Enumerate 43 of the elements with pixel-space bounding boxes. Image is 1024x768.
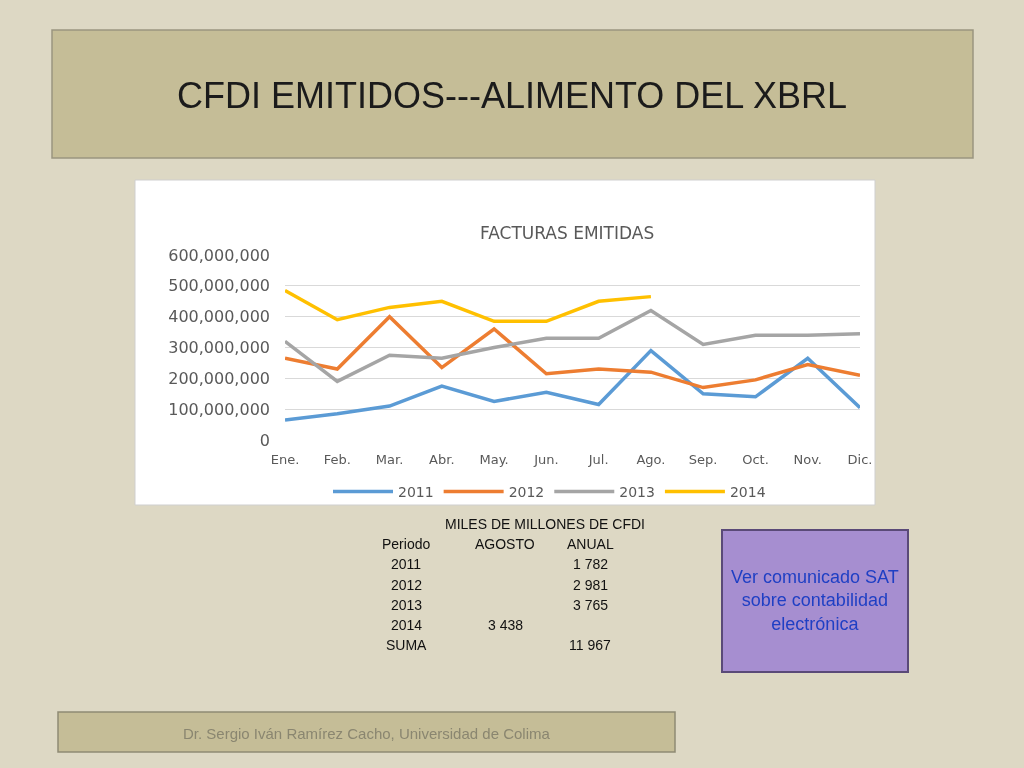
legend-label: 2012: [508, 484, 545, 501]
text: ANUAL: [567, 536, 614, 552]
text: 11 967: [569, 637, 611, 653]
legend-label: 2011: [398, 484, 434, 501]
line-series: [285, 288, 653, 324]
chart-subtitle: FACTURAS EMITIDAS: [480, 223, 655, 243]
text: 3 765: [573, 597, 609, 613]
legend-label: 2013: [619, 484, 655, 501]
x-tick-label: Jul.: [587, 452, 609, 467]
text: Periodo: [382, 536, 431, 552]
text: 1 782: [573, 556, 609, 572]
y-tick-label: 100,000,000: [168, 399, 270, 419]
text: 2 981: [573, 577, 609, 593]
x-tick-label: Nov.: [793, 452, 822, 467]
x-tick-label: Feb.: [323, 452, 351, 467]
y-tick-label: 300,000,000: [168, 338, 270, 358]
y-tick-label: 400,000,000: [168, 307, 270, 327]
text: SUMA: [386, 637, 428, 653]
x-tick-label: Ene.: [270, 452, 300, 467]
text: Dr. Sergio Iván Ramírez Cacho, Universidad de Colima: [183, 725, 551, 742]
text: MILES DE MILLONES DE CFDI: [445, 516, 645, 532]
x-tick-label: Sep.: [688, 452, 718, 467]
x-tick-label: Oct.: [742, 452, 769, 467]
text: Ver comunicado SAT sobre contabilidad electrónica: [731, 567, 899, 634]
text: AGOSTO: [475, 536, 535, 552]
y-tick-label: 0: [259, 430, 270, 450]
x-tick-label: Jun.: [533, 452, 559, 467]
text: 3 438: [488, 617, 524, 633]
x-tick-label: Mar.: [375, 452, 404, 467]
y-tick-label: 600,000,000: [168, 245, 270, 265]
y-tick-label: 500,000,000: [168, 276, 270, 296]
legend-label: 2014: [729, 484, 766, 501]
x-tick-label: Ago.: [636, 452, 666, 467]
x-tick-label: May.: [479, 452, 509, 467]
line-series: [285, 348, 860, 422]
text: 2012: [391, 577, 423, 593]
text: 2013: [391, 597, 423, 613]
text: 2011: [391, 556, 422, 572]
text: 2014: [391, 617, 423, 633]
chart-title: CFDI EMITIDOS---ALIMENTO DEL XBRL: [177, 75, 848, 116]
y-tick-label: 200,000,000: [168, 368, 270, 388]
x-tick-label: Abr.: [429, 452, 455, 467]
x-tick-label: Dic.: [847, 452, 873, 467]
